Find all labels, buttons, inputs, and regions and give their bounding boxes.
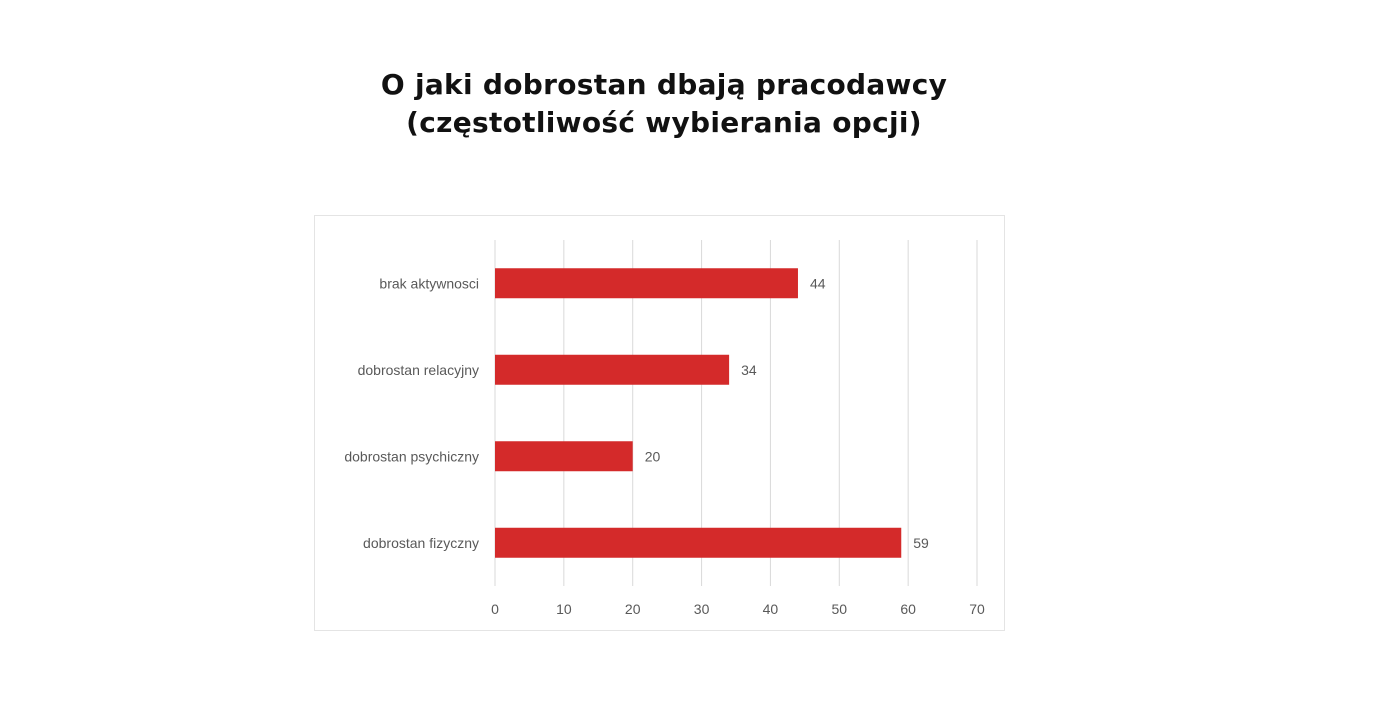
data-label-4: 59 xyxy=(913,535,929,551)
bar-2 xyxy=(495,354,730,385)
category-label-2: dobrostan relacyjny xyxy=(358,362,479,378)
x-tick-label-40: 40 xyxy=(763,601,779,617)
bars xyxy=(495,268,902,558)
category-label-4: dobrostan fizyczny xyxy=(363,535,479,551)
x-tick-label-0: 0 xyxy=(491,601,499,617)
x-tick-label-10: 10 xyxy=(556,601,572,617)
data-label-3: 20 xyxy=(645,448,661,464)
bar-1 xyxy=(495,268,798,299)
chart-title-line-2: (częstotliwość wybierania opcji) xyxy=(406,106,922,139)
category-label-1: brak aktywnosci xyxy=(379,275,479,291)
x-tick-label-30: 30 xyxy=(694,601,710,617)
x-tick-label-70: 70 xyxy=(969,601,985,617)
bar-4 xyxy=(495,527,902,558)
labels: 0 10 20 30 40 50 60 70 brak aktywnosci 44 dobrosta… xyxy=(344,275,985,617)
x-tick-label-50: 50 xyxy=(831,601,847,617)
category-label-3: dobrostan psychiczny xyxy=(344,448,479,464)
chart-title: O jaki dobrostan dbają pracodawcy (częst… xyxy=(0,66,1328,142)
data-label-1: 44 xyxy=(810,275,826,291)
chart-title-line-1: O jaki dobrostan dbają pracodawcy xyxy=(380,68,948,101)
chart-frame: 0 10 20 30 40 50 60 70 brak aktywnosci 44 dobrosta… xyxy=(314,215,1005,631)
x-tick-label-20: 20 xyxy=(625,601,641,617)
x-tick-label-60: 60 xyxy=(900,601,916,617)
bar-chart: 0 10 20 30 40 50 60 70 brak aktywnosci 44 dobrosta… xyxy=(344,240,985,617)
bar-3 xyxy=(495,441,633,472)
data-label-2: 34 xyxy=(741,362,757,378)
